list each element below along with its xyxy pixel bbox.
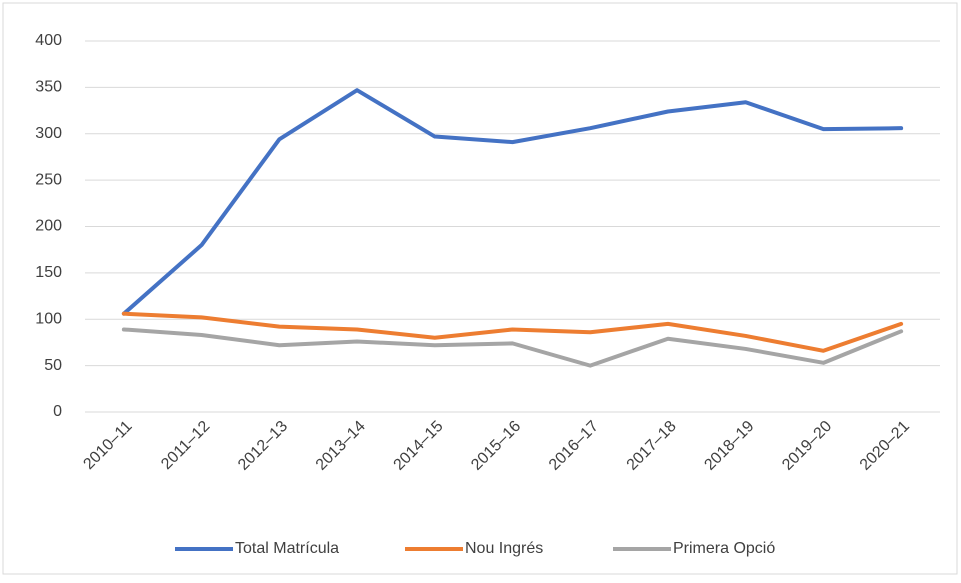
- y-tick-label: 150: [35, 264, 62, 281]
- y-tick-label: 200: [35, 218, 62, 235]
- legend-label: Nou Ingrés: [465, 540, 543, 557]
- y-tick-label: 350: [35, 79, 62, 96]
- y-tick-label: 0: [53, 403, 62, 420]
- series-line: [121, 327, 904, 368]
- legend-label: Total Matrícula: [235, 540, 339, 557]
- y-tick-label: 400: [35, 32, 62, 49]
- series-line: [121, 88, 904, 316]
- legend-label: Primera Opció: [673, 540, 775, 557]
- y-tick-label: 250: [35, 171, 62, 188]
- y-tick-label: 300: [35, 125, 62, 142]
- y-tick-label: 50: [44, 357, 62, 374]
- y-tick-label: 100: [35, 310, 62, 327]
- chart-frame: [2, 2, 958, 575]
- series-line: [121, 311, 904, 353]
